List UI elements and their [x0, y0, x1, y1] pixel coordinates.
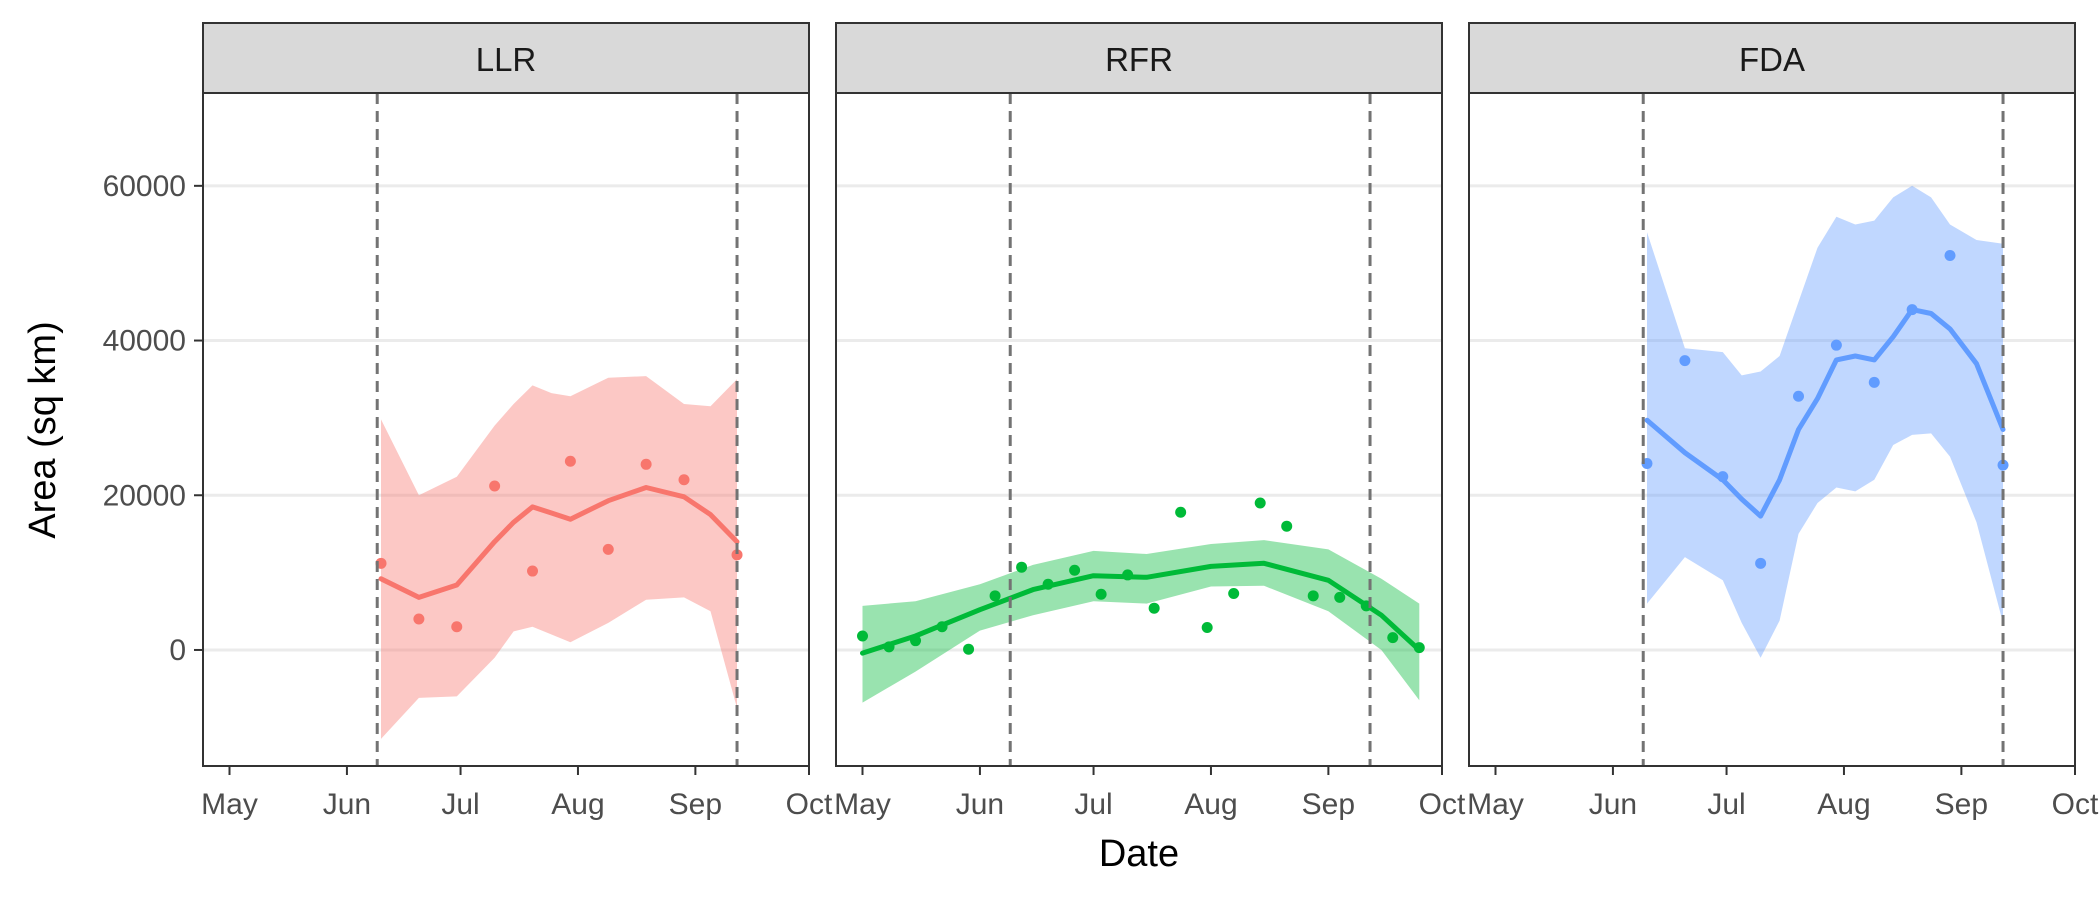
x-tick-label: Sep — [1935, 788, 1988, 821]
x-tick-label: Sep — [669, 788, 722, 821]
strip-background — [1468, 22, 2076, 94]
data-point — [1281, 520, 1293, 532]
data-point — [1228, 587, 1240, 599]
x-tick-label: Sep — [1302, 788, 1355, 821]
data-point — [1868, 376, 1880, 388]
strip-background — [202, 22, 810, 94]
panel-llr: LLR May Jun Jul Aug Sep Oct 0 20000 40000 60000 — [103, 22, 833, 821]
data-point — [1944, 249, 1956, 261]
y-tick-label: 0 — [169, 634, 186, 667]
data-point — [1254, 497, 1266, 509]
data-point — [1334, 591, 1346, 603]
panel-border — [1468, 92, 2076, 767]
data-point — [1148, 602, 1160, 614]
x-tick-label: Jun — [956, 788, 1004, 821]
data-point — [527, 565, 539, 577]
data-point — [602, 543, 614, 555]
panel-border — [202, 92, 810, 767]
panel-rfr: RFR May Jun Jul Aug Sep Oct — [834, 22, 1466, 821]
panel-fda: FDA May Jun Jul Aug Sep Oct — [1467, 22, 2099, 821]
x-tick-label: May — [201, 788, 258, 821]
x-tick-label: Aug — [1817, 788, 1870, 821]
y-tick-label: 60000 — [103, 170, 186, 203]
plot-area — [857, 93, 1425, 766]
plot-area — [1641, 93, 2009, 766]
data-point — [1201, 622, 1213, 634]
data-point — [989, 590, 1001, 602]
x-tick-label: Aug — [1184, 788, 1237, 821]
strip-label: RFR — [1105, 41, 1173, 78]
data-point — [1830, 339, 1842, 351]
data-point — [963, 643, 975, 655]
x-tick-label: Jun — [1589, 788, 1637, 821]
data-point — [489, 480, 501, 492]
strip-label: LLR — [476, 41, 537, 78]
data-point — [1755, 557, 1767, 569]
y-tick-label: 40000 — [103, 325, 186, 358]
x-tick-label: Jul — [441, 788, 479, 821]
x-tick-label: May — [834, 788, 891, 821]
smooth-line — [378, 485, 740, 600]
confidence-ribbon — [1647, 185, 2003, 658]
data-point — [857, 630, 869, 642]
data-point — [1793, 390, 1805, 402]
x-tick-label: Jul — [1707, 788, 1745, 821]
data-point — [1307, 590, 1319, 602]
data-point — [678, 474, 690, 486]
confidence-ribbon — [862, 540, 1420, 703]
data-point — [413, 613, 425, 625]
data-point — [1175, 506, 1187, 518]
smooth-line — [1644, 307, 2006, 519]
y-tick-label: 20000 — [103, 479, 186, 512]
strip-background — [835, 22, 1443, 94]
x-tick-label: Aug — [551, 788, 604, 821]
data-point — [564, 455, 576, 467]
panel-border — [835, 92, 1443, 767]
data-point — [451, 621, 463, 633]
y-axis-title: Area (sq km) — [22, 321, 64, 538]
facet-panels: LLR May Jun Jul Aug Sep Oct 0 20000 40000 60000 RFR… — [103, 22, 2099, 821]
data-point — [1016, 561, 1028, 573]
data-point — [640, 458, 652, 470]
data-point — [1095, 588, 1107, 600]
x-tick-label: May — [1467, 788, 1524, 821]
x-axis-title: Date — [1099, 833, 1179, 875]
x-tick-label: Oct — [786, 788, 833, 821]
x-tick-label: Jul — [1074, 788, 1112, 821]
plot-area — [375, 93, 743, 766]
x-tick-label: Oct — [1419, 788, 1466, 821]
x-tick-label: Jun — [323, 788, 371, 821]
data-point — [1069, 564, 1081, 576]
strip-label: FDA — [1739, 41, 1805, 78]
confidence-ribbon — [381, 376, 737, 739]
data-point — [1997, 459, 2009, 471]
data-point — [1679, 355, 1691, 367]
data-point — [1387, 632, 1399, 644]
data-point — [731, 549, 743, 561]
smooth-line — [860, 560, 1422, 656]
x-tick-label: Oct — [2052, 788, 2099, 821]
